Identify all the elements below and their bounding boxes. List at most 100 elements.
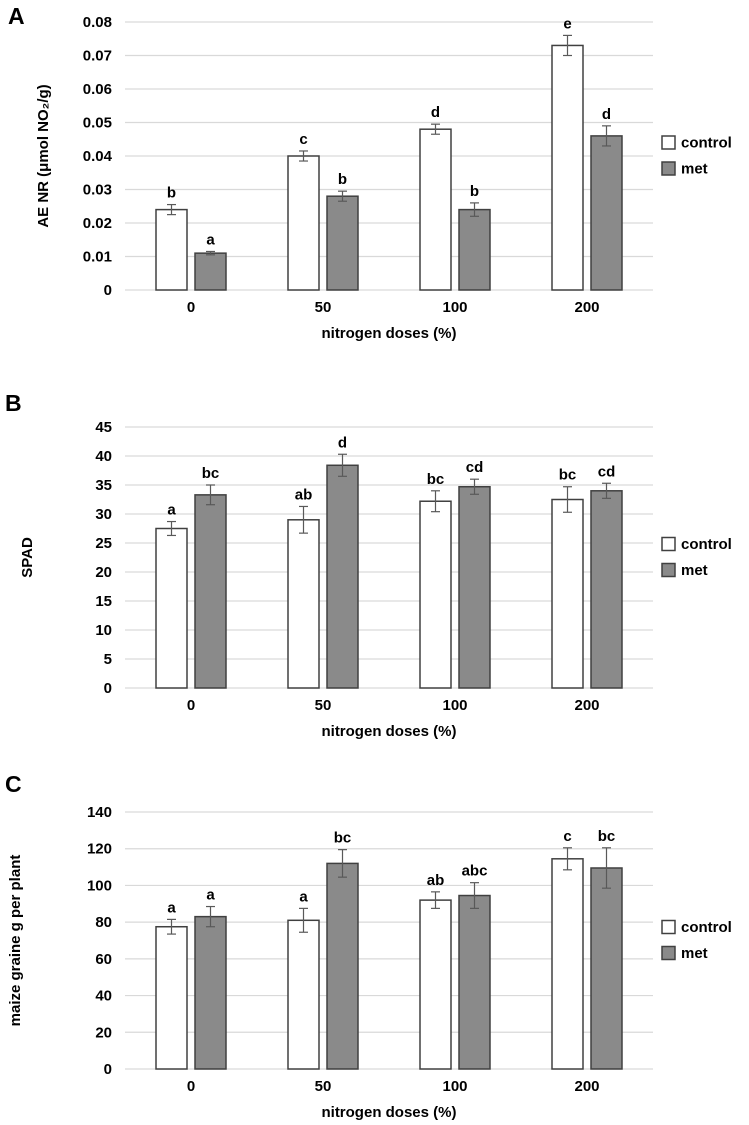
x-tick-label: 200 [574, 697, 599, 714]
bar-met-100 [458, 208, 491, 291]
y-tick-label: 30 [95, 506, 112, 523]
significance-letter: a [206, 231, 215, 248]
bar-met-200 [590, 490, 623, 689]
x-tick-label: 50 [315, 299, 332, 316]
significance-letter: d [602, 106, 611, 123]
bar-met-50 [326, 464, 359, 689]
y-tick-label: 0.07 [83, 48, 112, 65]
chart-panel-a: A 0 0.01 0.02 0.03 0.04 0.05 0.06 0.07 0.08 AE NR … [0, 0, 749, 377]
bar-control-200 [551, 858, 584, 1070]
significance-letter: a [167, 502, 176, 519]
bar-met-0 [194, 494, 227, 689]
y-tick-label: 0.04 [83, 148, 113, 165]
significance-letter: c [563, 828, 571, 845]
y-tick-label: 0.03 [83, 182, 112, 199]
y-tick-label: 20 [95, 564, 112, 581]
y-tick-label: 0 [104, 282, 112, 299]
significance-letter: bc [427, 471, 445, 488]
legend-swatch-met [661, 945, 676, 961]
legend-swatch-control [661, 919, 676, 935]
significance-letter: ab [295, 486, 313, 503]
panel-letter: A [8, 3, 25, 29]
legend-label-met: met [681, 562, 708, 579]
legend-label-control: control [681, 536, 732, 553]
bar-met-200 [590, 867, 623, 1070]
significance-letter: c [299, 131, 307, 148]
chart-panel-b: B 0 5 10 15 20 25 30 35 40 45 SPAD a bc 0 ab d 50 bc cd 100 b… [0, 377, 749, 754]
y-tick-label: 0.05 [83, 115, 112, 132]
y-tick-label: 100 [87, 877, 112, 894]
y-tick-label: 5 [104, 651, 112, 668]
y-axis-title: SPAD [19, 537, 36, 578]
y-tick-label: 0 [104, 680, 112, 697]
significance-letter: a [167, 899, 176, 916]
bar-met-0 [194, 252, 227, 291]
x-tick-label: 50 [315, 1078, 332, 1095]
x-tick-label: 100 [442, 299, 467, 316]
y-tick-label: 10 [95, 622, 112, 639]
significance-letter: ab [427, 872, 445, 889]
y-tick-label: 40 [95, 988, 112, 1005]
panel-a-svg: A 0 0.01 0.02 0.03 0.04 0.05 0.06 0.07 0.08 AE NR … [8, 3, 732, 342]
y-tick-label: 25 [95, 535, 112, 552]
x-tick-label: 100 [442, 1078, 467, 1095]
chart-panel-c: C 0 20 40 60 80 100 120 140 maize graine g per pl… [0, 754, 749, 1125]
legend-label-met: met [681, 161, 708, 178]
y-tick-label: 40 [95, 448, 112, 465]
panel-letter: C [5, 771, 22, 797]
y-tick-label: 140 [87, 804, 112, 821]
significance-letter: a [299, 888, 308, 905]
y-tick-label: 60 [95, 951, 112, 968]
legend-swatch-control [661, 536, 676, 552]
bar-control-0 [155, 925, 188, 1070]
bar-control-50 [287, 155, 320, 291]
bar-control-0 [155, 527, 188, 689]
y-tick-label: 0.08 [83, 14, 112, 31]
significance-letter: abc [462, 863, 488, 880]
y-tick-label: 0 [104, 1061, 112, 1078]
x-tick-label: 200 [574, 1078, 599, 1095]
bar-control-100 [419, 128, 452, 291]
legend-label-met: met [681, 945, 708, 962]
bar-met-100 [458, 894, 491, 1070]
significance-letter: d [431, 104, 440, 121]
bar-control-200 [551, 498, 584, 689]
y-tick-label: 0.06 [83, 81, 112, 98]
panel-b-svg: B 0 5 10 15 20 25 30 35 40 45 SPAD a bc 0 ab d 50 bc cd 100 b… [5, 390, 732, 740]
y-tick-label: 35 [95, 477, 112, 494]
x-tick-label: 100 [442, 697, 467, 714]
y-tick-label: 45 [95, 419, 112, 436]
bar-met-100 [458, 485, 491, 689]
significance-letter: bc [202, 465, 220, 482]
y-tick-label: 20 [95, 1024, 112, 1041]
bar-control-0 [155, 208, 188, 291]
y-tick-label: 80 [95, 914, 112, 931]
y-tick-label: 15 [95, 593, 112, 610]
y-axis-title: maize graine g per plant [7, 855, 24, 1027]
bar-control-100 [419, 500, 452, 689]
bar-control-200 [551, 44, 584, 291]
significance-letter: bc [559, 467, 577, 484]
y-axis-title: AE NR (μmol NO₂/g) [35, 84, 52, 227]
x-tick-label: 200 [574, 299, 599, 316]
bar-control-50 [287, 919, 320, 1070]
y-tick-label: 0.01 [83, 249, 112, 266]
bar-control-50 [287, 519, 320, 689]
significance-letter: bc [334, 830, 352, 847]
significance-letter: bc [598, 828, 616, 845]
significance-letter: a [206, 887, 215, 904]
x-axis-title: nitrogen doses (%) [321, 1104, 456, 1121]
panel-c-svg: C 0 20 40 60 80 100 120 140 maize graine g per pl… [5, 771, 732, 1121]
bar-met-50 [326, 195, 359, 291]
significance-letter: d [338, 434, 347, 451]
bar-met-200 [590, 135, 623, 291]
x-tick-label: 50 [315, 697, 332, 714]
significance-letter: e [563, 15, 571, 32]
significance-letter: b [470, 183, 479, 200]
significance-letter: b [167, 185, 176, 202]
bar-met-0 [194, 915, 227, 1070]
panel-letter: B [5, 390, 22, 416]
legend-swatch-met [661, 161, 676, 176]
legend-swatch-met [661, 562, 676, 578]
